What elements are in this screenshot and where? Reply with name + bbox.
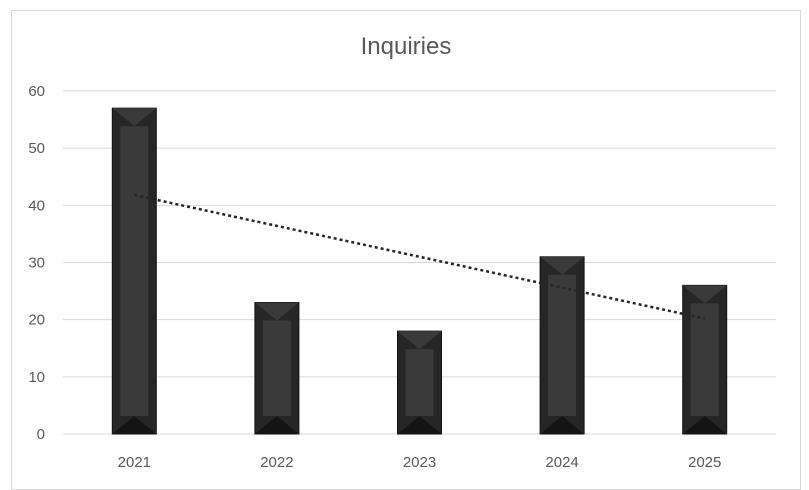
bar-face (405, 349, 434, 416)
y-tick-label: 0 (37, 426, 45, 443)
bar-face (262, 320, 291, 416)
bar-top-bevel (112, 108, 157, 127)
bar-top-bevel (682, 285, 727, 304)
x-tick-label: 2023 (403, 454, 436, 471)
bar (111, 107, 157, 435)
bar-face (548, 274, 577, 416)
chart-title: Inquiries (361, 33, 452, 60)
bar (254, 302, 300, 435)
bar-top-bevel (397, 331, 442, 350)
x-tick-label: 2024 (545, 454, 578, 471)
trendline (134, 193, 705, 320)
bar-top-bevel (254, 302, 299, 321)
y-tick-label: 30 (28, 255, 45, 272)
bar-bottom-bevel (540, 416, 585, 434)
y-axis-tick-labels: 0 10 20 30 40 50 60 (28, 83, 45, 443)
bar-chart: Inquiries 0 10 20 30 40 50 60 2021 2022 2023 2024… (28, 33, 776, 471)
bar (682, 284, 728, 435)
bar-face (690, 303, 719, 416)
trendline-group (134, 193, 705, 320)
bar-bottom-bevel (682, 416, 727, 434)
y-tick-label: 10 (28, 369, 45, 386)
y-tick-label: 20 (28, 312, 45, 329)
x-tick-label: 2022 (260, 454, 293, 471)
bar (397, 330, 442, 435)
y-tick-label: 60 (28, 83, 45, 100)
bars (111, 107, 728, 435)
bar-bottom-bevel (397, 416, 442, 434)
bar-bottom-bevel (112, 416, 157, 434)
y-tick-label: 50 (28, 140, 45, 157)
x-tick-label: 2021 (118, 454, 151, 471)
x-axis-tick-labels: 2021 2022 2023 2024 2025 (118, 454, 722, 471)
bar-bottom-bevel (254, 416, 299, 434)
bar (539, 256, 585, 435)
x-tick-label: 2025 (688, 454, 721, 471)
y-tick-label: 40 (28, 197, 45, 214)
bar-face (120, 126, 149, 417)
bar-top-bevel (540, 256, 585, 275)
